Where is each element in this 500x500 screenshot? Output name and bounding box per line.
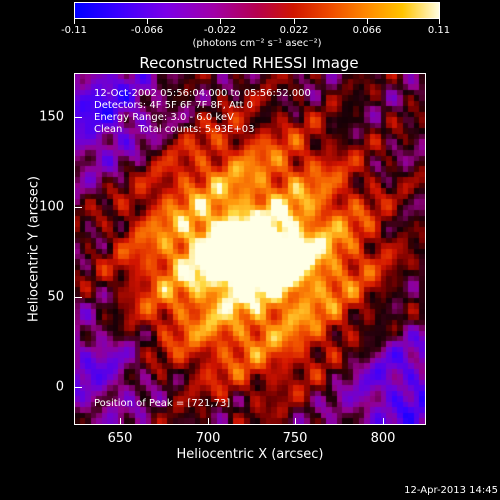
colorbar-tick [220,19,221,24]
x-tick-label: 650 [107,431,133,446]
colorbar-units: (photons cm⁻² s⁻¹ asec⁻²) [192,38,322,49]
colorbar-tick-label: -0.11 [61,25,87,36]
colorbar-tick-label: -0.066 [130,25,164,36]
colorbar-tick [74,19,75,24]
detectors-text: Detectors: 4F 5F 6F 7F 8F, Att 0 [94,100,254,111]
energy-range-text: Energy Range: 3.0 - 6.0 keV [94,112,234,123]
colorbar-tick [439,19,440,24]
peak-position-text: Position of Peak = [721,73] [94,398,231,409]
x-tick-label: 750 [282,431,308,446]
y-tick-label: 50 [47,289,64,305]
colorbar [74,2,440,19]
y-tick [75,207,82,208]
x-tick [295,418,296,425]
x-tick [120,418,121,425]
colorbar-tick-label: 0.11 [427,25,451,36]
x-axis-label: Heliocentric X (arcsec) [176,447,324,462]
y-axis-label: Heliocentric Y (arcsec) [26,176,42,322]
x-tick-label: 700 [195,431,221,446]
x-tick [383,418,384,425]
colorbar-tick [367,19,368,24]
y-tick [75,387,82,388]
colorbar-tick-label: 0.022 [279,25,309,36]
time-range-text: 12-Oct-2002 05:56:04.000 to 05:56:52.000 [94,88,311,99]
image-plot: 12-Oct-2002 05:56:04.000 to 05:56:52.000… [74,73,426,425]
plot-title: Reconstructed RHESSI Image [139,54,359,72]
y-tick [75,117,82,118]
y-tick-label: 0 [55,379,64,395]
colorbar-tick [294,19,295,24]
x-tick-label: 800 [370,431,396,446]
y-tick-label: 100 [39,199,64,215]
heatmap-image [75,74,425,424]
y-tick [75,297,82,298]
x-tick [208,418,209,425]
clean-counts-text: Clean Total counts: 5.93E+03 [94,124,255,135]
colorbar-tick-label: -0.022 [203,25,237,36]
plot-timestamp: 12-Apr-2013 14:45 [404,485,498,496]
y-tick-label: 150 [39,109,64,125]
colorbar-tick [147,19,148,24]
colorbar-tick-label: 0.066 [352,25,382,36]
